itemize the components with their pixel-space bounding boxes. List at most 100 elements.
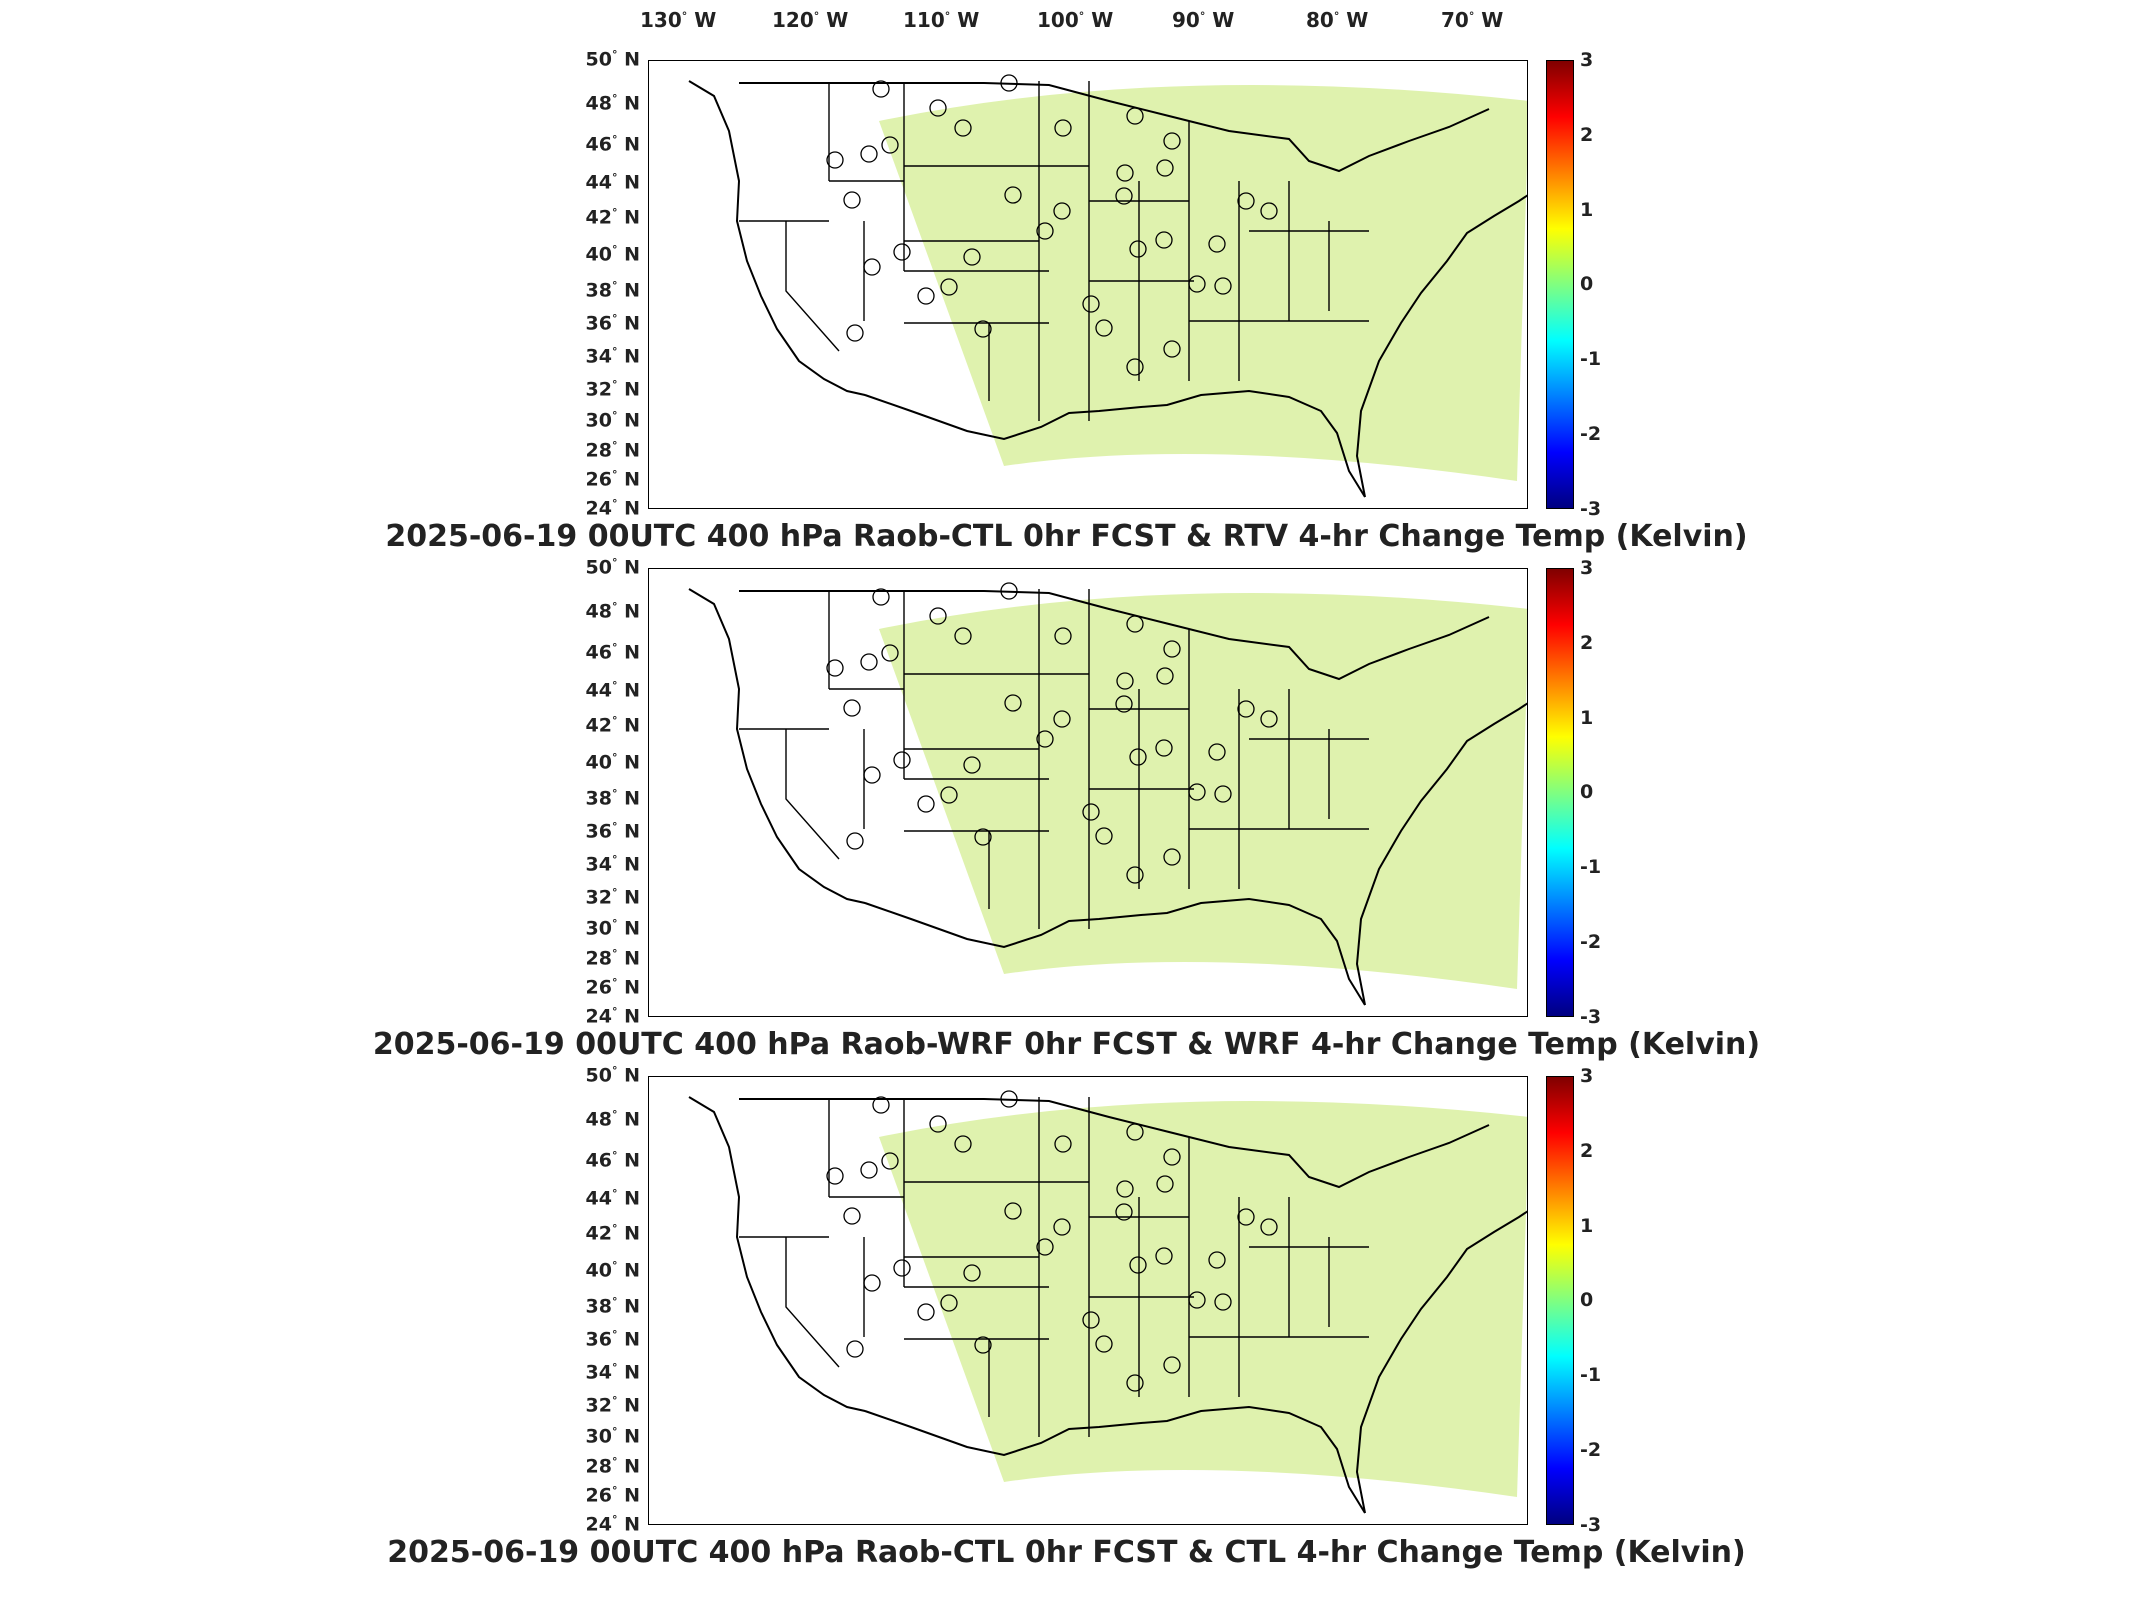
raob-station-marker (881, 136, 899, 154)
latitude-deg: 32 (585, 886, 612, 909)
latitude-label: 28° N (586, 947, 640, 969)
colorbar-tick-label: 1 (1580, 1215, 1594, 1237)
raob-station-marker (1214, 277, 1232, 295)
raob-station-marker (826, 151, 844, 169)
raob-station-marker (1208, 743, 1226, 761)
latitude-label: 42° N (586, 1222, 640, 1244)
raob-station-marker (881, 1152, 899, 1170)
degree-sign: ° (611, 1005, 618, 1018)
latitude-dir: N (617, 1149, 640, 1172)
latitude-label: 40° N (586, 1259, 640, 1281)
map-panel: 50° N 48° N 46° N 44° N 42° N 40° N 38° N 36° N… (0, 48, 2133, 569)
us-coastline (688, 1096, 1366, 1514)
latitude-deg: 48 (585, 600, 612, 623)
latitude-dir: N (617, 751, 640, 774)
degree-sign: ° (611, 279, 618, 292)
latitude-deg: 36 (585, 312, 612, 335)
degree-sign: ° (611, 556, 618, 569)
latitude-label: 32° N (586, 378, 640, 400)
raob-station-marker (1126, 1374, 1144, 1392)
latitude-label: 50° N (586, 48, 640, 70)
degree-sign: ° (1078, 9, 1085, 23)
map-frame (648, 60, 1528, 509)
latitude-deg: 34 (585, 853, 612, 876)
raob-station-marker (1163, 340, 1181, 358)
raob-station-marker (1126, 866, 1144, 884)
latitude-dir: N (617, 641, 640, 664)
conus-map (688, 74, 1527, 498)
colorbar-tick-label: 0 (1580, 1289, 1594, 1311)
degree-sign: ° (611, 1328, 618, 1341)
longitude-deg: 130 (640, 8, 682, 32)
longitude-label: 130° W (640, 8, 716, 32)
degree-sign: ° (611, 497, 618, 510)
raob-station-marker (1155, 1247, 1173, 1265)
degree-sign: ° (611, 1394, 618, 1407)
raob-station-marker (1163, 640, 1181, 658)
latitude-dir: N (617, 312, 640, 335)
latitude-deg: 50 (585, 1064, 612, 1087)
latitude-dir: N (617, 206, 640, 229)
raob-station-marker (1237, 1208, 1255, 1226)
model-domain-field (879, 593, 1527, 989)
raob-station-marker (843, 699, 861, 717)
latitude-label: 50° N (586, 556, 640, 578)
latitude-label: 30° N (586, 409, 640, 431)
latitude-dir: N (617, 1513, 640, 1536)
raob-station-marker (1115, 187, 1133, 205)
map-panel: 50° N 48° N 46° N 44° N 42° N 40° N 38° N 36° N… (0, 1064, 2133, 1585)
latitude-deg: 40 (585, 243, 612, 266)
atlantic-coastline (1355, 1210, 1527, 1514)
colorbar-tick-label: -2 (1580, 931, 1602, 953)
latitude-label: 46° N (586, 641, 640, 663)
raob-station-marker (1214, 785, 1232, 803)
latitude-dir: N (617, 1328, 640, 1351)
latitude-dir: N (617, 600, 640, 623)
raob-station-marker (1053, 1218, 1071, 1236)
raob-station-marker (881, 644, 899, 662)
degree-sign: ° (611, 1484, 618, 1497)
latitude-dir: N (617, 1222, 640, 1245)
raob-station-marker (1116, 164, 1134, 182)
degree-sign: ° (611, 1513, 618, 1526)
colorbar (1546, 1076, 1574, 1525)
colorbar-tick-label: -1 (1580, 856, 1602, 878)
us-coastline (688, 588, 1366, 1006)
degree-sign: ° (611, 853, 618, 866)
raob-station-marker (1163, 848, 1181, 866)
latitude-deg: 28 (585, 439, 612, 462)
raob-station-marker (1004, 186, 1022, 204)
latitude-label: 30° N (586, 1425, 640, 1447)
degree-sign: ° (681, 9, 688, 23)
latitude-label: 38° N (586, 787, 640, 809)
latitude-dir: N (617, 345, 640, 368)
degree-sign: ° (944, 9, 951, 23)
longitude-deg: 100 (1037, 8, 1079, 32)
raob-station-marker (846, 1340, 864, 1358)
latitude-dir: N (617, 1455, 640, 1478)
raob-station-marker (974, 828, 992, 846)
raob-station-marker (1188, 275, 1206, 293)
latitude-deg: 38 (585, 787, 612, 810)
colorbar-tick-label: -3 (1580, 1006, 1602, 1028)
raob-station-marker (1036, 1238, 1054, 1256)
degree-sign: ° (611, 600, 618, 613)
raob-station-marker (1155, 231, 1173, 249)
raob-station-marker (963, 1264, 981, 1282)
latitude-dir: N (617, 679, 640, 702)
latitude-label: 36° N (586, 312, 640, 334)
raob-station-marker (1116, 672, 1134, 690)
raob-station-marker (1082, 1311, 1100, 1329)
raob-station-marker (940, 786, 958, 804)
map-frame (648, 1076, 1528, 1525)
latitude-label: 50° N (586, 1064, 640, 1086)
raob-station-marker (1036, 730, 1054, 748)
raob-station-marker (954, 627, 972, 645)
panel-title: 2025-06-19 00UTC 400 hPa Raob-WRF 0hr FC… (372, 1027, 1761, 1062)
raob-station-marker (1126, 107, 1144, 125)
degree-sign: ° (611, 468, 618, 481)
raob-station-marker (826, 659, 844, 677)
latitude-deg: 48 (585, 1108, 612, 1131)
latitude-deg: 32 (585, 1394, 612, 1417)
longitude-label: 90° W (1172, 8, 1234, 32)
